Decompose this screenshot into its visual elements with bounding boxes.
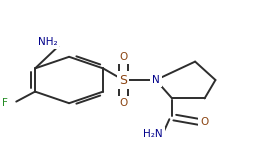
Text: O: O	[201, 117, 209, 127]
Text: F: F	[2, 98, 8, 108]
Text: O: O	[119, 52, 127, 62]
Text: H₂N: H₂N	[143, 129, 163, 139]
Text: S: S	[119, 73, 127, 87]
Text: O: O	[119, 98, 127, 108]
Text: NH₂: NH₂	[38, 37, 57, 47]
Text: N: N	[152, 75, 160, 85]
